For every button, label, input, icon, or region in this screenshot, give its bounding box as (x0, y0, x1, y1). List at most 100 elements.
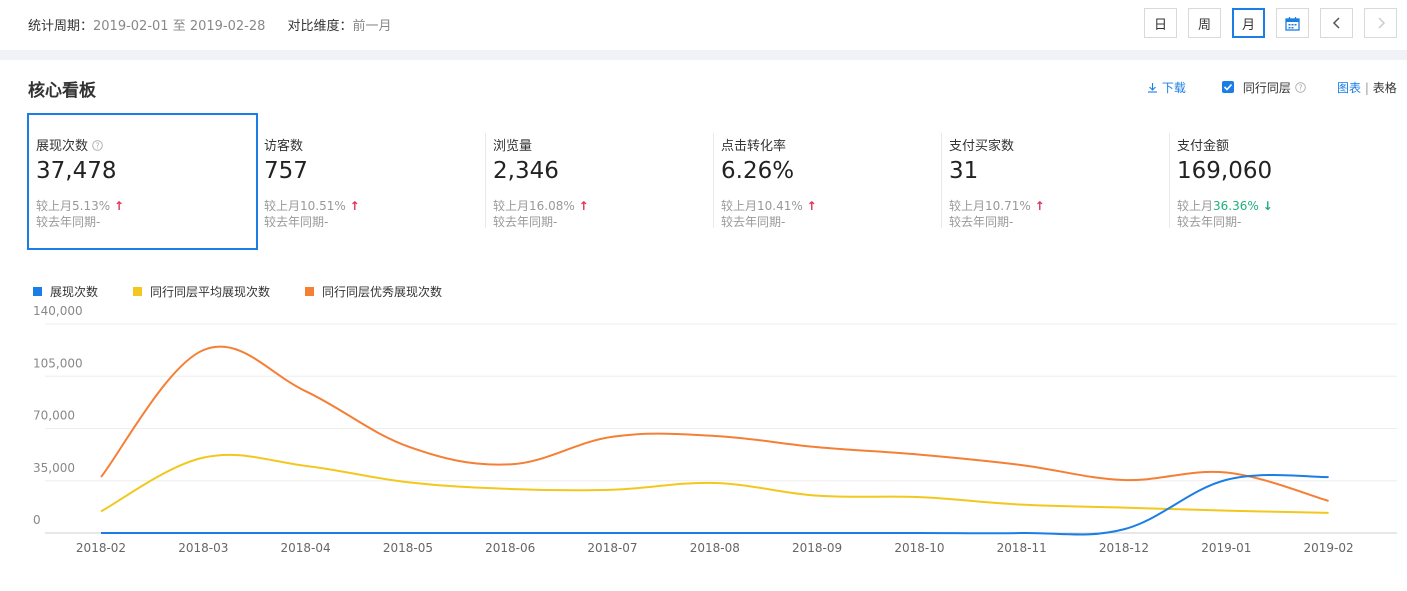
legend-item-impressions[interactable]: 展现次数 (33, 283, 98, 300)
chevron-left-icon (1332, 17, 1340, 29)
peer-checkbox-label: 同行同层 (1242, 81, 1291, 95)
x-tick-label: 2018-11 (997, 541, 1047, 555)
view-separator: | (1364, 81, 1369, 95)
metric-divider (485, 133, 486, 228)
y-tick-label: 0 (33, 513, 41, 527)
line-chart: 0 35,000 70,000 105,000 140,000 2018-02 2018-0… (33, 304, 1397, 555)
series-line-1 (100, 453, 1329, 514)
x-tick-label: 2018-12 (1099, 541, 1149, 555)
x-tick-label: 2018-03 (178, 541, 228, 555)
metric-label: 点击转化率 (721, 139, 787, 154)
period-info: 统计周期：2019-02-01 至 2019-02-28 对比维度：前一月 (28, 15, 392, 34)
legend-item-peer-average[interactable]: 同行同层平均展现次数 (133, 283, 270, 300)
legend-swatch (305, 287, 314, 296)
chevron-right-icon (1377, 17, 1385, 29)
arrow-up-icon: ↑ (113, 199, 125, 213)
metric-compare: 较上月10.71% ↑ (949, 199, 1045, 213)
x-tick-label: 2018-02 (76, 541, 126, 555)
metric-label: 展现次数 ? (36, 135, 103, 154)
peer-checkbox[interactable]: 同行同层 ? (1222, 79, 1306, 96)
metric-yoy: 较去年同期- (949, 215, 1014, 229)
x-tick-label: 2019-02 (1304, 541, 1354, 555)
checkbox-checked-icon (1222, 81, 1234, 93)
y-tick-label: 70,000 (33, 409, 75, 423)
view-table-button[interactable]: 表格 (1372, 81, 1397, 95)
compare-label: 对比维度： (287, 19, 353, 34)
y-tick-label: 105,000 (33, 356, 83, 370)
download-icon (1148, 83, 1157, 93)
metric-card-buyers[interactable]: 支付买家数 31 较上月10.71% ↑ 较去年同期- (941, 113, 1169, 250)
metric-divider (713, 133, 714, 228)
metric-card-pageviews[interactable]: 浏览量 2,346 较上月16.08% ↑ 较去年同期- (485, 113, 713, 250)
x-tick-label: 2018-06 (485, 541, 535, 555)
svg-text:?: ? (96, 141, 100, 150)
metric-card-conversion[interactable]: 点击转化率 6.26% 较上月10.41% ↑ 较去年同期- (713, 113, 941, 250)
metric-yoy: 较去年同期- (36, 215, 101, 229)
metric-value: 31 (949, 158, 979, 184)
compare-value: 前一月 (352, 19, 392, 34)
metric-compare: 较上月36.36% ↓ (1177, 199, 1273, 213)
metric-value: 6.26% (721, 158, 795, 184)
metric-card-visitors[interactable]: 访客数 757 较上月10.51% ↑ 较去年同期- (256, 113, 484, 250)
legend-item-peer-excellent[interactable]: 同行同层优秀展现次数 (305, 283, 442, 300)
calendar-button[interactable] (1276, 8, 1309, 38)
arrow-up-icon: ↑ (806, 199, 817, 213)
y-tick-label: 140,000 (33, 304, 83, 318)
metric-compare: 较上月5.13% ↑ (36, 199, 125, 213)
svg-text:?: ? (1298, 83, 1302, 92)
metric-label: 支付买家数 (949, 139, 1015, 154)
x-tick-label: 2018-09 (792, 541, 842, 555)
series-line-2 (100, 345, 1329, 502)
download-label: 下载 (1161, 81, 1186, 95)
view-chart-button[interactable]: 图表 (1337, 81, 1362, 95)
metric-yoy: 较去年同期- (493, 215, 558, 229)
metric-divider (941, 133, 942, 228)
day-button[interactable]: 日 (1144, 8, 1177, 38)
top-bar: 统计周期：2019-02-01 至 2019-02-28 对比维度：前一月 日 … (0, 0, 1407, 48)
x-tick-label: 2018-05 (383, 541, 433, 555)
legend-label: 展现次数 (50, 285, 99, 299)
legend-label: 同行同层优秀展现次数 (322, 285, 443, 299)
period-value: 2019-02-01 至 2019-02-28 (93, 19, 266, 34)
view-switch: 图表 | 表格 (1337, 79, 1397, 96)
section-divider (0, 50, 1407, 60)
metric-value: 2,346 (493, 158, 559, 184)
metric-yoy: 较去年同期- (1177, 215, 1242, 229)
legend-swatch (33, 287, 42, 296)
x-tick-label: 2019-01 (1201, 541, 1251, 555)
metric-label: 访客数 (264, 139, 304, 154)
series-line-0 (101, 473, 1329, 536)
period-label: 统计周期： (28, 19, 94, 34)
arrow-up-icon: ↑ (349, 199, 360, 213)
x-tick-label: 2018-10 (894, 541, 944, 555)
board-title: 核心看板 (28, 81, 96, 101)
next-period-button[interactable] (1364, 8, 1397, 38)
help-icon[interactable]: ? (92, 140, 103, 151)
calendar-icon (1285, 16, 1300, 31)
metric-compare: 较上月10.51% ↑ (264, 199, 360, 213)
metric-compare: 较上月16.08% ↑ (493, 199, 589, 213)
metric-value: 169,060 (1177, 158, 1273, 184)
metric-compare: 较上月10.41% ↑ (721, 199, 817, 213)
metric-label: 支付金额 (1177, 139, 1230, 154)
y-tick-label: 35,000 (33, 461, 75, 475)
x-tick-label: 2018-08 (690, 541, 740, 555)
week-button[interactable]: 周 (1188, 8, 1221, 38)
x-tick-label: 2018-04 (281, 541, 331, 555)
metric-card-impressions[interactable]: 展现次数 ? 37,478 较上月5.13% ↑ 较去年同期- (27, 113, 258, 250)
metric-card-payment[interactable]: 支付金额 169,060 较上月36.36% ↓ 较去年同期- (1169, 113, 1397, 250)
help-icon[interactable]: ? (1294, 82, 1306, 93)
metric-value: 37,478 (36, 158, 117, 184)
prev-period-button[interactable] (1320, 8, 1353, 38)
metric-value: 757 (264, 158, 308, 184)
metric-label: 浏览量 (493, 139, 533, 154)
arrow-up-icon: ↑ (578, 199, 589, 213)
x-tick-label: 2018-07 (587, 541, 637, 555)
arrow-up-icon: ↑ (1034, 199, 1045, 213)
legend-label: 同行同层平均展现次数 (150, 285, 271, 299)
metric-yoy: 较去年同期- (721, 215, 786, 229)
metric-divider (1169, 133, 1170, 228)
download-link[interactable]: 下载 (1147, 79, 1186, 96)
month-button[interactable]: 月 (1232, 8, 1265, 38)
arrow-down-icon: ↓ (1262, 199, 1273, 213)
